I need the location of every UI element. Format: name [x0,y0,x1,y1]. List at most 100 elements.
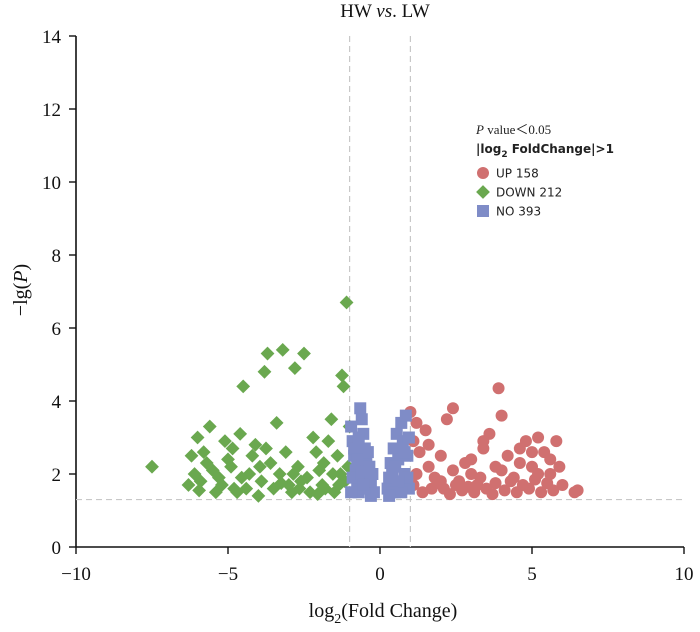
down-point [272,467,287,481]
down-point [192,483,207,498]
y-tick-label: 8 [52,246,62,267]
up-point [544,453,557,466]
down-point [259,441,273,456]
no-point [345,420,358,433]
up-point [465,468,478,480]
legend-marker-circle [477,167,489,179]
up-point [422,438,435,451]
up-point [532,468,545,480]
down-point [257,364,272,379]
down-point [224,459,238,474]
down-point [202,419,217,434]
up-point [462,480,475,493]
x-tick-label: −10 [61,564,91,585]
down-point [321,434,336,449]
no-point [361,446,374,459]
down-point [242,467,257,481]
down-point [325,467,340,481]
up-point [410,468,423,480]
down-point [297,346,311,361]
down-point [145,459,159,474]
up-point [434,475,447,488]
x-tick-label: −5 [218,564,238,585]
legend-label: DOWN 212 [496,186,562,200]
no-point [357,478,370,491]
down-point [269,416,284,430]
x-tick-label: 10 [675,564,694,585]
no-point [363,460,376,473]
down-point [292,481,307,496]
up-point [492,382,505,395]
up-point [532,431,545,444]
no-point [395,486,408,499]
up-point [440,413,453,426]
legend-header-foldchange: |log2 FoldChange|>1 [476,142,614,160]
down-point [278,445,293,459]
down-point [303,485,317,500]
up-point [419,424,432,437]
down-point [233,426,248,441]
y-tick-label: 6 [52,319,62,340]
down-point [335,368,349,383]
down-point [248,437,263,452]
no-point [354,402,367,415]
up-point [410,416,423,429]
down-point [236,379,251,394]
up-point [416,486,429,499]
no-point [367,486,380,499]
legend-label: NO 393 [496,205,541,219]
down-point [199,456,214,470]
down-point [310,487,325,501]
legend-marker-square [477,205,489,217]
no-point [399,409,412,422]
up-point [541,477,554,490]
down-point [187,467,202,481]
up-point [556,478,569,491]
down-point [254,474,269,489]
no-point [355,413,368,426]
up-point [495,409,508,422]
up-point [450,478,462,491]
no-point [392,475,405,488]
up-point [474,471,487,484]
up-point [535,486,548,499]
legend: P value＜0.05 |log2 FoldChange|>1 UP 158 D… [475,122,614,219]
down-point [215,478,229,492]
up-point [489,477,502,490]
no-point [401,471,414,484]
down-point [286,467,301,481]
up-point [550,435,563,448]
chart-title: HW vs. LW [340,1,430,22]
x-tick-label: 5 [527,564,537,585]
no-point [402,431,415,444]
down-point [324,412,339,427]
down-point [316,456,331,470]
down-point [275,343,290,357]
up-point [495,464,508,477]
no-point [346,471,359,484]
down-point [287,361,302,376]
no-point [383,489,396,502]
legend-label: UP 158 [496,167,539,181]
y-tick-label: 10 [42,173,61,194]
plot-frame [75,36,684,548]
down-point [263,456,278,470]
data-points [145,295,584,503]
up-point [446,402,459,415]
down-point [274,476,289,491]
up-point [553,460,566,473]
no-point [398,446,411,459]
up-point [526,446,538,459]
down-point [208,485,223,500]
up-point [434,449,447,462]
up-point [477,435,490,448]
up-point [446,464,459,477]
no-point [389,460,402,473]
down-point [332,478,346,492]
up-point [519,435,532,448]
legend-header-pvalue: P value＜0.05 [475,122,551,137]
down-point [245,448,260,463]
no-point [351,453,364,466]
y-tick-label: 2 [52,465,62,486]
y-tick-label: 0 [52,538,62,559]
